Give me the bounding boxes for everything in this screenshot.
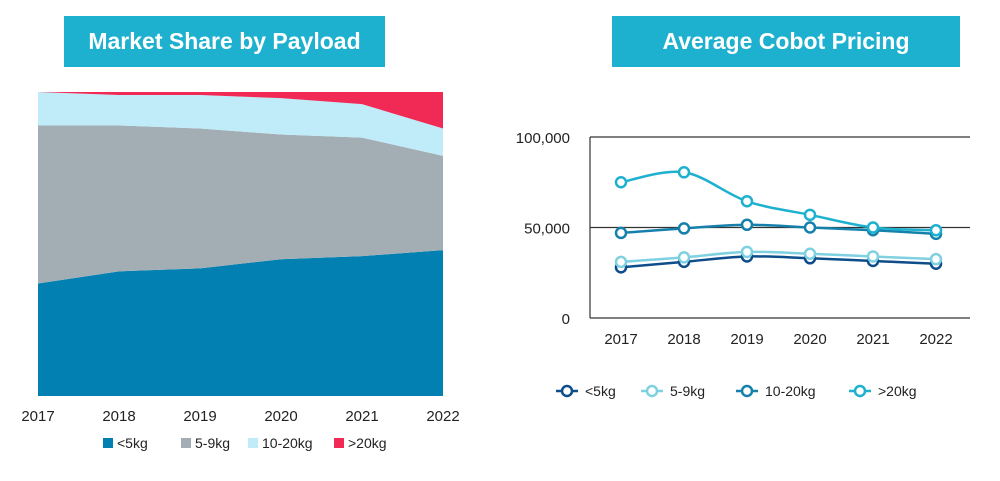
cobot-pricing-title: Average Cobot Pricing bbox=[612, 16, 960, 67]
line-gt20kg bbox=[620, 170, 937, 232]
point-5-9kg-2019 bbox=[740, 245, 754, 259]
point-5-9kg-2021 bbox=[866, 250, 880, 263]
right-legend-marker-lt5kg bbox=[560, 384, 574, 398]
right-x-tick-2020: 2020 bbox=[793, 331, 826, 348]
left-x-tick-2017: 2017 bbox=[21, 408, 54, 425]
left-legend-swatch-lt5kg bbox=[103, 438, 113, 448]
point-gt20kg-2019 bbox=[740, 195, 754, 208]
point-gt20kg-2022 bbox=[929, 223, 943, 237]
point-10-20kg-2020 bbox=[803, 221, 817, 234]
left-x-tick-2021: 2021 bbox=[345, 408, 378, 425]
right-x-tick-2022: 2022 bbox=[919, 331, 952, 348]
point-5-9kg-2018 bbox=[677, 251, 691, 264]
left-x-tick-2019: 2019 bbox=[183, 408, 216, 425]
left-legend-label-gt20kg: >20kg bbox=[348, 435, 387, 451]
right-y-tick-2: 100,000 bbox=[516, 130, 570, 147]
point-gt20kg-2020 bbox=[803, 208, 817, 222]
left-legend-label-5-9kg: 5-9kg bbox=[195, 435, 230, 451]
point-5-9kg-2022 bbox=[929, 252, 943, 266]
area-5-9kg bbox=[38, 125, 443, 284]
point-5-9kg-2020 bbox=[803, 247, 817, 260]
left-legend-label-10-20kg: 10-20kg bbox=[262, 435, 313, 451]
right-x-tick-2019: 2019 bbox=[730, 331, 763, 348]
right-x-tick-2017: 2017 bbox=[604, 331, 637, 348]
left-x-tick-2018: 2018 bbox=[102, 408, 135, 425]
right-x-tick-2018: 2018 bbox=[667, 331, 700, 348]
point-10-20kg-2018 bbox=[677, 222, 691, 235]
point-gt20kg-2017 bbox=[614, 176, 628, 189]
left-legend-swatch-10-20kg bbox=[248, 438, 258, 448]
right-y-tick-1: 50,000 bbox=[524, 221, 570, 238]
point-gt20kg-2018 bbox=[677, 166, 691, 179]
left-legend-label-lt5kg: <5kg bbox=[117, 435, 148, 451]
right-legend-label-10-20kg: 10-20kg bbox=[765, 383, 816, 399]
point-5-9kg-2017 bbox=[614, 255, 628, 269]
left-legend-swatch-gt20kg bbox=[334, 438, 344, 448]
area-gt20kg bbox=[38, 92, 443, 129]
point-10-20kg-2017 bbox=[614, 226, 628, 240]
market-share-title: Market Share by Payload bbox=[64, 16, 385, 67]
point-10-20kg-2019 bbox=[740, 218, 754, 232]
right-y-tick-0: 0 bbox=[562, 311, 570, 328]
right-legend-marker-10-20kg bbox=[740, 384, 754, 398]
right-legend-label-lt5kg: <5kg bbox=[585, 383, 616, 399]
area-lt5kg bbox=[38, 250, 443, 396]
area-10-20kg bbox=[38, 92, 443, 156]
point-gt20kg-2021 bbox=[866, 221, 880, 234]
left-legend-swatch-5-9kg bbox=[181, 438, 191, 448]
right-legend-label-gt20kg: >20kg bbox=[878, 383, 917, 399]
left-x-tick-2022: 2022 bbox=[426, 408, 459, 425]
right-legend-marker-gt20kg bbox=[853, 384, 867, 398]
right-legend-marker-5-9kg bbox=[645, 384, 659, 398]
left-x-tick-2020: 2020 bbox=[264, 408, 297, 425]
right-x-tick-2021: 2021 bbox=[856, 331, 889, 348]
right-legend-label-5-9kg: 5-9kg bbox=[670, 383, 705, 399]
